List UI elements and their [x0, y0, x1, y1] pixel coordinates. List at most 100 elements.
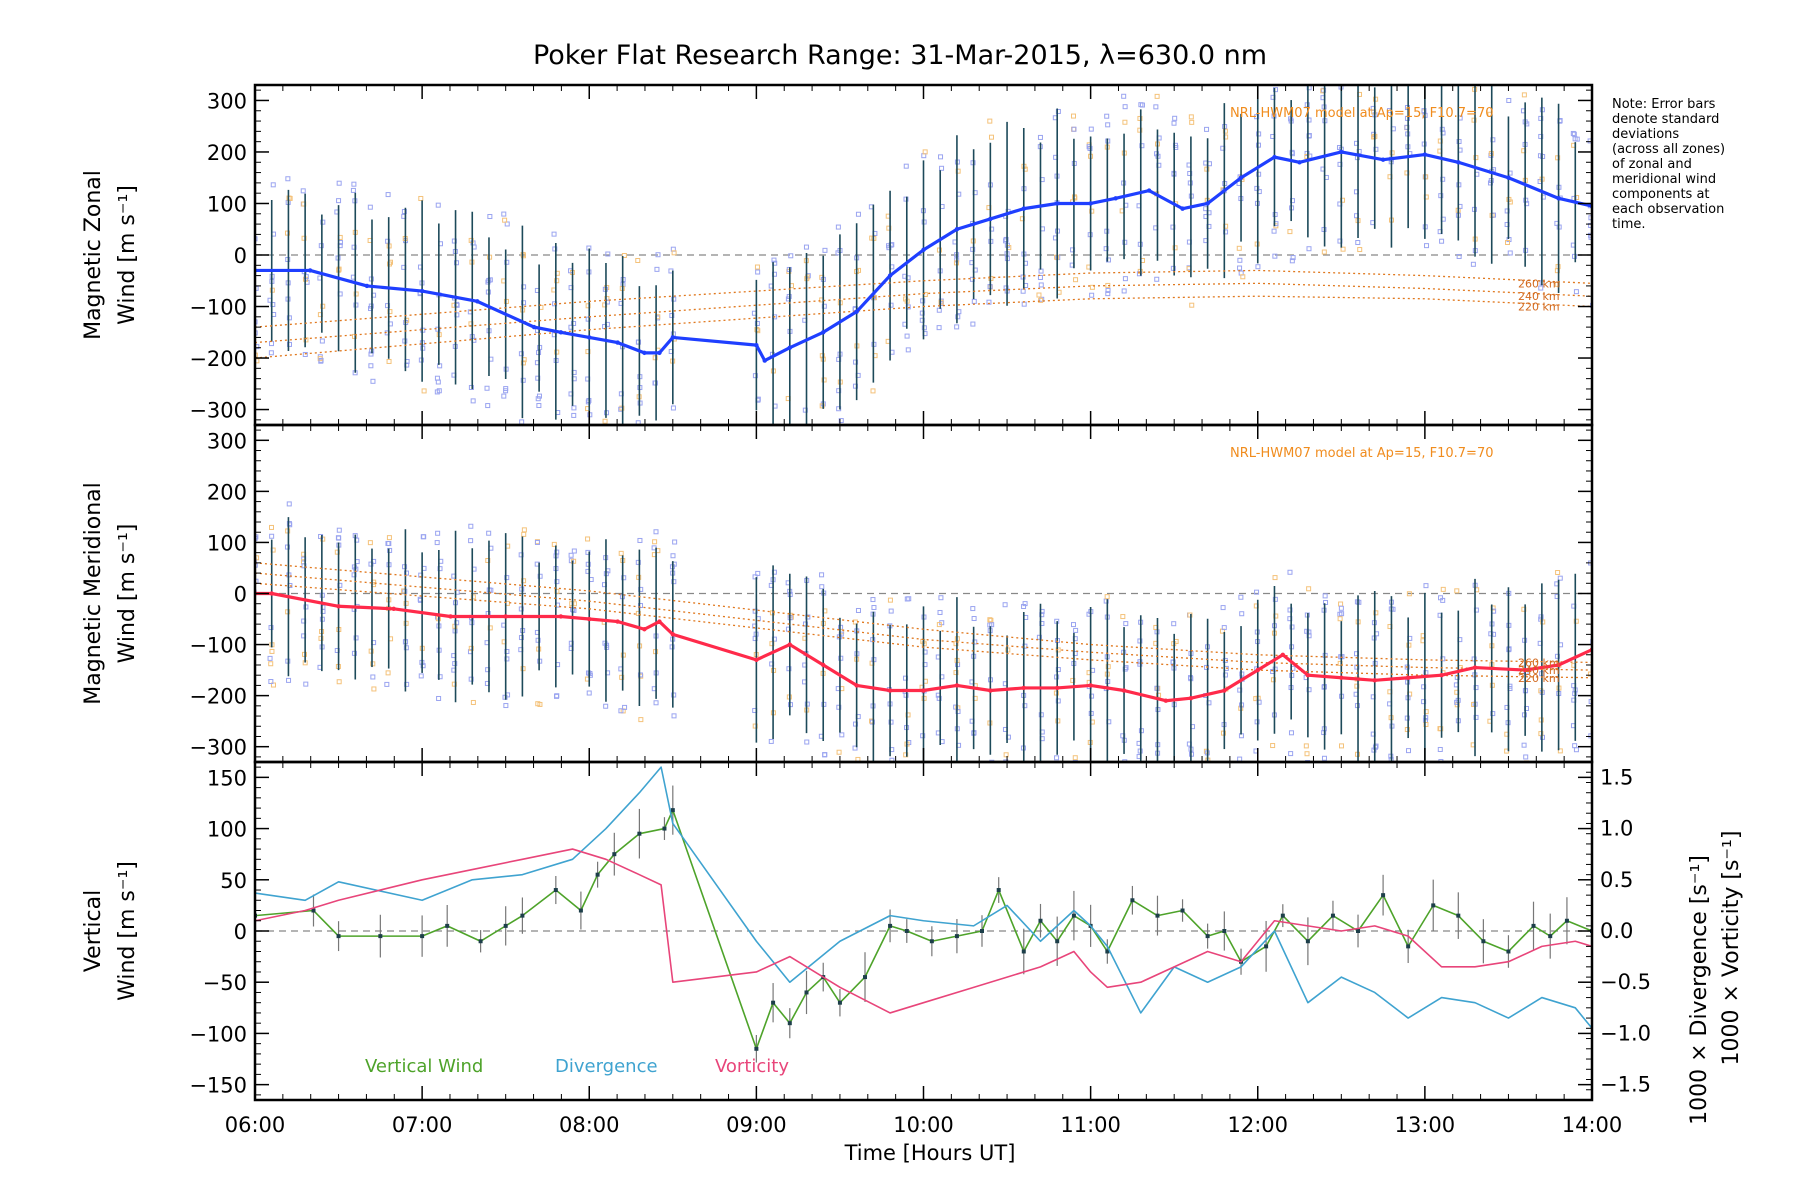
sample-point [1189, 766, 1193, 770]
sample-point [605, 251, 611, 257]
sample-point [1089, 284, 1095, 290]
sample-point [1204, 664, 1210, 670]
sample-point [1307, 63, 1311, 67]
sample-point [554, 549, 560, 555]
sample-point [402, 564, 408, 570]
sample-point [268, 679, 274, 685]
series-point [475, 299, 480, 304]
sample-point [1003, 768, 1007, 772]
sample-point [585, 536, 591, 542]
sample-point [371, 686, 377, 692]
sample-point [1088, 126, 1094, 132]
sample-point [1254, 114, 1260, 120]
sample-point [1456, 253, 1462, 259]
x-axis-label: Time [Hours UT] [844, 1141, 1016, 1165]
sample-point [1122, 104, 1128, 110]
series-point [1088, 683, 1093, 688]
sample-point [1172, 245, 1178, 251]
series-point [1339, 675, 1344, 680]
sample-point [1287, 569, 1293, 575]
sample-point [503, 703, 509, 709]
chart-title: Poker Flat Research Range: 31-Mar-2015, … [533, 40, 1267, 71]
sample-point [318, 357, 324, 363]
sample-point [635, 258, 641, 264]
sample-point [1357, 247, 1363, 253]
sample-point [1322, 593, 1328, 599]
sample-point [669, 313, 675, 319]
series-point [1330, 913, 1335, 918]
series-point [1130, 898, 1135, 903]
series-point [787, 642, 792, 647]
sample-point [970, 246, 976, 252]
sample-point [637, 672, 643, 678]
sample-point [1237, 756, 1243, 762]
sample-point [852, 619, 858, 625]
y-tick-label: 50 [220, 869, 247, 893]
sample-point [1256, 131, 1262, 137]
sample-point [385, 540, 391, 546]
sample-point [421, 534, 427, 540]
sample-point [986, 299, 992, 305]
sample-point [470, 594, 476, 600]
sample-point [503, 386, 509, 392]
series-point [1406, 944, 1411, 949]
y2-tick-label: 1.5 [1600, 765, 1633, 789]
sample-point [1124, 773, 1128, 777]
sample-point [1240, 274, 1246, 280]
sample-point [1222, 128, 1228, 134]
sample-point [1106, 764, 1110, 768]
sample-point [770, 445, 774, 449]
series-point [1405, 675, 1411, 680]
model-line [255, 572, 1592, 671]
sample-point [435, 530, 441, 536]
sample-point [1071, 126, 1077, 132]
series-point [1113, 196, 1118, 201]
sample-point [1073, 627, 1079, 633]
sample-point [1406, 591, 1412, 597]
sample-point [1089, 292, 1095, 298]
series-point [558, 330, 564, 335]
sample-point [1404, 715, 1410, 721]
sample-point [635, 559, 641, 565]
sample-point [454, 620, 460, 626]
sample-point [1457, 71, 1461, 75]
series-point [311, 908, 316, 913]
sample-point [938, 299, 944, 305]
sample-point [1423, 174, 1429, 180]
sample-point [1337, 616, 1343, 622]
sample-point [1371, 109, 1377, 115]
series-point [1456, 160, 1461, 165]
sample-point [888, 242, 894, 248]
sample-point [585, 316, 591, 322]
sample-point [1037, 275, 1043, 281]
sample-point [319, 338, 325, 344]
series-point [1356, 929, 1361, 933]
series-point [787, 1021, 792, 1026]
sample-point [554, 588, 560, 594]
sample-point [755, 269, 761, 275]
sample-point [1323, 62, 1327, 66]
series-point [615, 619, 620, 624]
sample-point [870, 597, 876, 603]
sample-point [1290, 75, 1294, 79]
series-point [787, 345, 792, 350]
sample-point [888, 719, 894, 725]
series-point [670, 335, 676, 340]
sample-point [1039, 770, 1043, 774]
sample-point [571, 548, 577, 554]
series-point [1055, 685, 1060, 691]
sample-point [1121, 288, 1127, 294]
sample-point [300, 188, 306, 194]
series-point [921, 688, 926, 693]
sample-point [1187, 170, 1193, 176]
y2-tick-label: 1.0 [1600, 817, 1633, 841]
sample-point [286, 521, 292, 527]
sample-point [1139, 143, 1145, 149]
sample-point [521, 578, 527, 584]
note-line: meridional wind [1612, 172, 1716, 187]
sample-point [987, 617, 993, 623]
sample-point [351, 181, 357, 187]
y2-tick-label: −0.5 [1600, 970, 1651, 994]
sample-point [1104, 113, 1110, 119]
sample-point [421, 388, 427, 394]
